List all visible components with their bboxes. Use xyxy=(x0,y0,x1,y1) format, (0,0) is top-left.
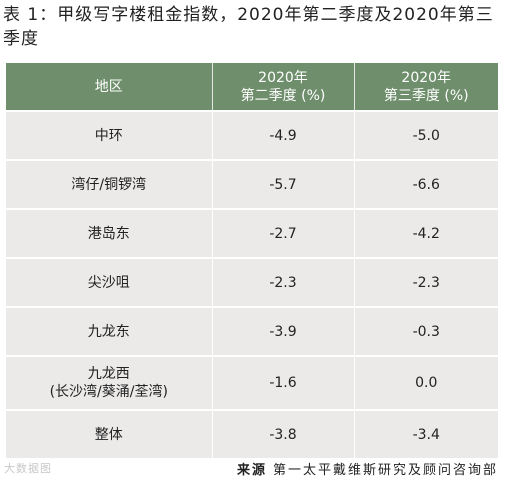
district-cell: 九龙东 xyxy=(6,306,213,356)
header-q3-year: 2020年 xyxy=(401,69,452,86)
district-subareas: (长沙湾/葵涌/荃湾) xyxy=(49,384,168,400)
table-row: 中环 -4.9 -5.0 xyxy=(6,110,498,160)
rent-index-table: 地区 2020年 第二季度 (%) 2020年 第三季度 (%) 中环 -4.9… xyxy=(6,63,498,458)
district-cell: 湾仔/铜锣湾 xyxy=(6,159,213,209)
q2-value-cell: -2.3 xyxy=(212,257,355,307)
district-cell: 尖沙咀 xyxy=(6,257,213,307)
q2-value-cell: -5.7 xyxy=(212,159,355,209)
source-label: 来源 xyxy=(236,463,267,478)
table-row: 尖沙咀 -2.3 -2.3 xyxy=(6,257,498,307)
q3-value-cell: -6.6 xyxy=(354,159,498,209)
header-q3: 2020年 第三季度 (%) xyxy=(354,63,498,111)
district-cell: 九龙西 (长沙湾/葵涌/荃湾) xyxy=(6,355,213,410)
header-row: 地区 2020年 第二季度 (%) 2020年 第三季度 (%) xyxy=(6,63,498,111)
q2-value-cell: -2.7 xyxy=(212,208,355,258)
q3-value-cell: -3.4 xyxy=(354,409,498,458)
table-row: 港岛东 -2.7 -4.2 xyxy=(6,208,498,258)
q3-value-cell: -2.3 xyxy=(354,257,498,307)
table-row-overall: 整体 -3.8 -3.4 xyxy=(6,409,498,458)
watermark: 大数据图 xyxy=(4,462,52,475)
q2-value-cell: -3.9 xyxy=(212,306,355,356)
district-name: 九龙西 xyxy=(87,366,130,382)
header-q2-quarter: 第二季度 (%) xyxy=(240,87,326,104)
header-q2-year: 2020年 xyxy=(258,69,308,86)
district-cell: 中环 xyxy=(6,110,213,160)
q3-value-cell: -0.3 xyxy=(354,306,498,356)
district-cell: 港岛东 xyxy=(6,208,213,258)
table-row: 九龙西 (长沙湾/葵涌/荃湾) -1.6 0.0 xyxy=(6,355,498,410)
q2-value-cell: -1.6 xyxy=(212,355,355,410)
source-note: 来源 第一太平戴维斯研究及顾问咨询部 xyxy=(237,459,498,478)
table-row: 湾仔/铜锣湾 -5.7 -6.6 xyxy=(6,159,498,209)
q3-value-cell: -4.2 xyxy=(354,208,498,258)
q2-value-cell: -3.8 xyxy=(212,409,355,458)
header-q2: 2020年 第二季度 (%) xyxy=(212,63,355,111)
q2-value-cell: -4.9 xyxy=(212,110,355,160)
table-title: 表 1：甲级写字楼租金指数，2020年第二季度及2020年第三季度 xyxy=(3,5,494,49)
header-district: 地区 xyxy=(6,63,213,111)
source-text: 第一太平戴维斯研究及顾问咨询部 xyxy=(272,463,498,478)
district-cell: 整体 xyxy=(6,409,213,458)
q3-value-cell: 0.0 xyxy=(354,355,498,410)
header-q3-quarter: 第三季度 (%) xyxy=(383,87,469,104)
q3-value-cell: -5.0 xyxy=(354,110,498,160)
table-row: 九龙东 -3.9 -0.3 xyxy=(6,306,498,356)
